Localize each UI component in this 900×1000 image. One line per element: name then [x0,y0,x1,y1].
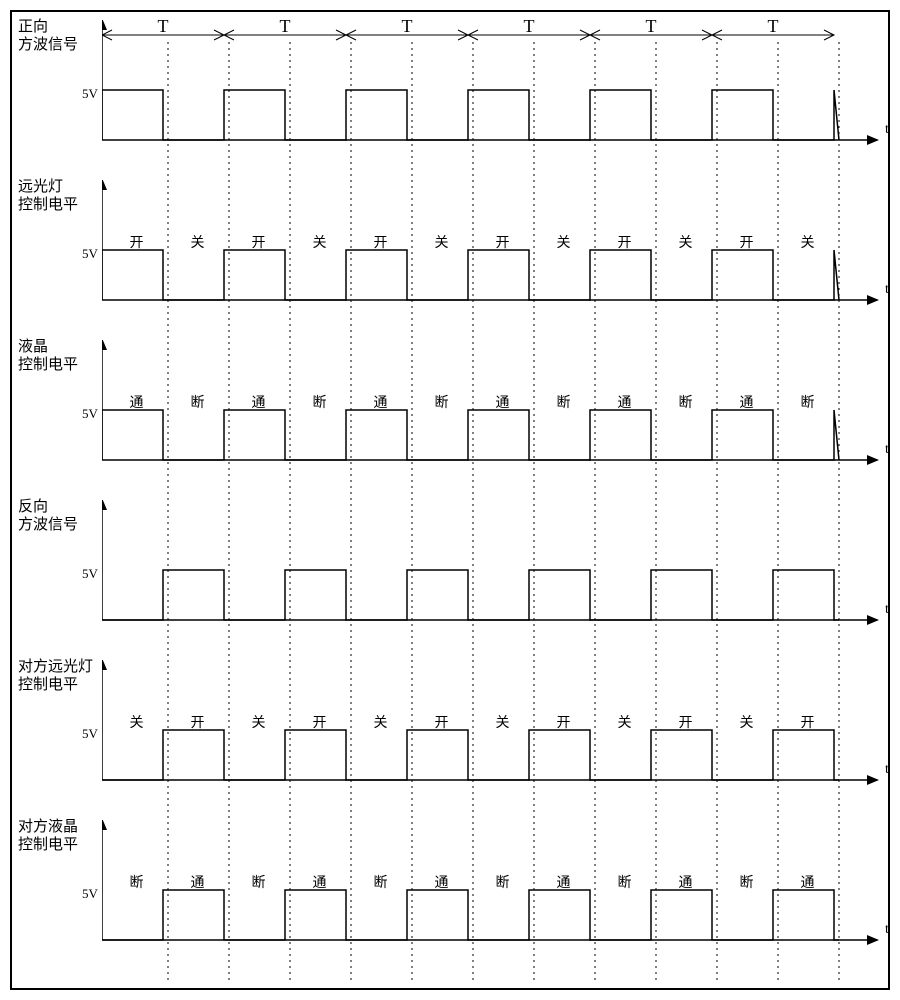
period-label: T [524,20,535,36]
period-label: T [646,20,657,36]
state-label: 开 [313,712,327,732]
axis-x-label: t [885,442,889,458]
state-label: 关 [313,232,327,252]
period-label: T [158,20,169,36]
state-label: 通 [679,872,693,892]
timing-row-reverse_square: 反向方波信号 5V t [12,500,888,660]
state-label: 断 [130,872,144,892]
state-label: 关 [557,232,571,252]
voltage-label: 5V [82,726,98,742]
axis-x-label: t [885,922,889,938]
state-label: 关 [740,712,754,732]
state-label: 通 [496,392,510,412]
row-label: 反向方波信号 [18,498,78,534]
state-label: 关 [801,232,815,252]
waveform-other_high_beam [102,660,897,820]
timing-row-lcd: 液晶控制电平 5V t 通 断 通 断 通 断 通 断 通 断 通 断 [12,340,888,500]
axis-x-label: t [885,762,889,778]
state-label: 关 [130,712,144,732]
state-label: 关 [191,232,205,252]
waveform-other_lcd [102,820,897,980]
state-label: 断 [435,392,449,412]
timing-row-forward_square: 正向方波信号 T T T T T T 5V t [12,20,888,180]
state-label: 关 [435,232,449,252]
waveform-lcd [102,340,897,500]
state-label: 开 [801,712,815,732]
state-label: 开 [252,232,266,252]
axis-x-label: t [885,602,889,618]
state-label: 开 [740,232,754,252]
row-label: 远光灯控制电平 [18,178,78,214]
state-label: 开 [130,232,144,252]
row-label: 对方远光灯控制电平 [18,658,93,694]
state-label: 通 [130,392,144,412]
row-label: 液晶控制电平 [18,338,78,374]
state-label: 通 [557,872,571,892]
state-label: 关 [374,712,388,732]
state-label: 通 [801,872,815,892]
voltage-label: 5V [82,406,98,422]
state-label: 断 [191,392,205,412]
voltage-label: 5V [82,246,98,262]
state-label: 断 [557,392,571,412]
state-label: 断 [313,392,327,412]
period-label: T [280,20,291,36]
period-label: T [402,20,413,36]
state-label: 开 [191,712,205,732]
state-label: 开 [557,712,571,732]
state-label: 通 [740,392,754,412]
state-label: 断 [496,872,510,892]
waveform-forward_square: TTTTTT [102,20,897,180]
state-label: 开 [618,232,632,252]
timing-row-high_beam: 远光灯控制电平 5V t 开 关 开 关 开 关 开 关 开 关 开 关 [12,180,888,340]
state-label: 关 [496,712,510,732]
state-label: 断 [252,872,266,892]
state-label: 断 [801,392,815,412]
state-label: 开 [435,712,449,732]
row-label: 对方液晶控制电平 [18,818,78,854]
state-label: 通 [618,392,632,412]
state-label: 关 [679,232,693,252]
period-label: T [768,20,779,36]
state-label: 通 [252,392,266,412]
waveform-high_beam [102,180,897,340]
axis-x-label: t [885,122,889,138]
state-label: 通 [435,872,449,892]
axis-x-label: t [885,282,889,298]
state-label: 断 [374,872,388,892]
row-label: 正向方波信号 [18,18,78,54]
state-label: 通 [374,392,388,412]
timing-row-other_lcd: 对方液晶控制电平 5V t 断 通 断 通 断 通 断 通 断 通 断 通 [12,820,888,980]
state-label: 断 [740,872,754,892]
state-label: 关 [618,712,632,732]
state-label: 开 [496,232,510,252]
state-label: 开 [374,232,388,252]
voltage-label: 5V [82,86,98,102]
state-label: 断 [679,392,693,412]
state-label: 断 [618,872,632,892]
waveform-reverse_square [102,500,897,660]
voltage-label: 5V [82,566,98,582]
state-label: 关 [252,712,266,732]
timing-row-other_high_beam: 对方远光灯控制电平 5V t 关 开 关 开 关 开 关 开 关 开 关 开 [12,660,888,820]
state-label: 通 [313,872,327,892]
state-label: 通 [191,872,205,892]
voltage-label: 5V [82,886,98,902]
state-label: 开 [679,712,693,732]
